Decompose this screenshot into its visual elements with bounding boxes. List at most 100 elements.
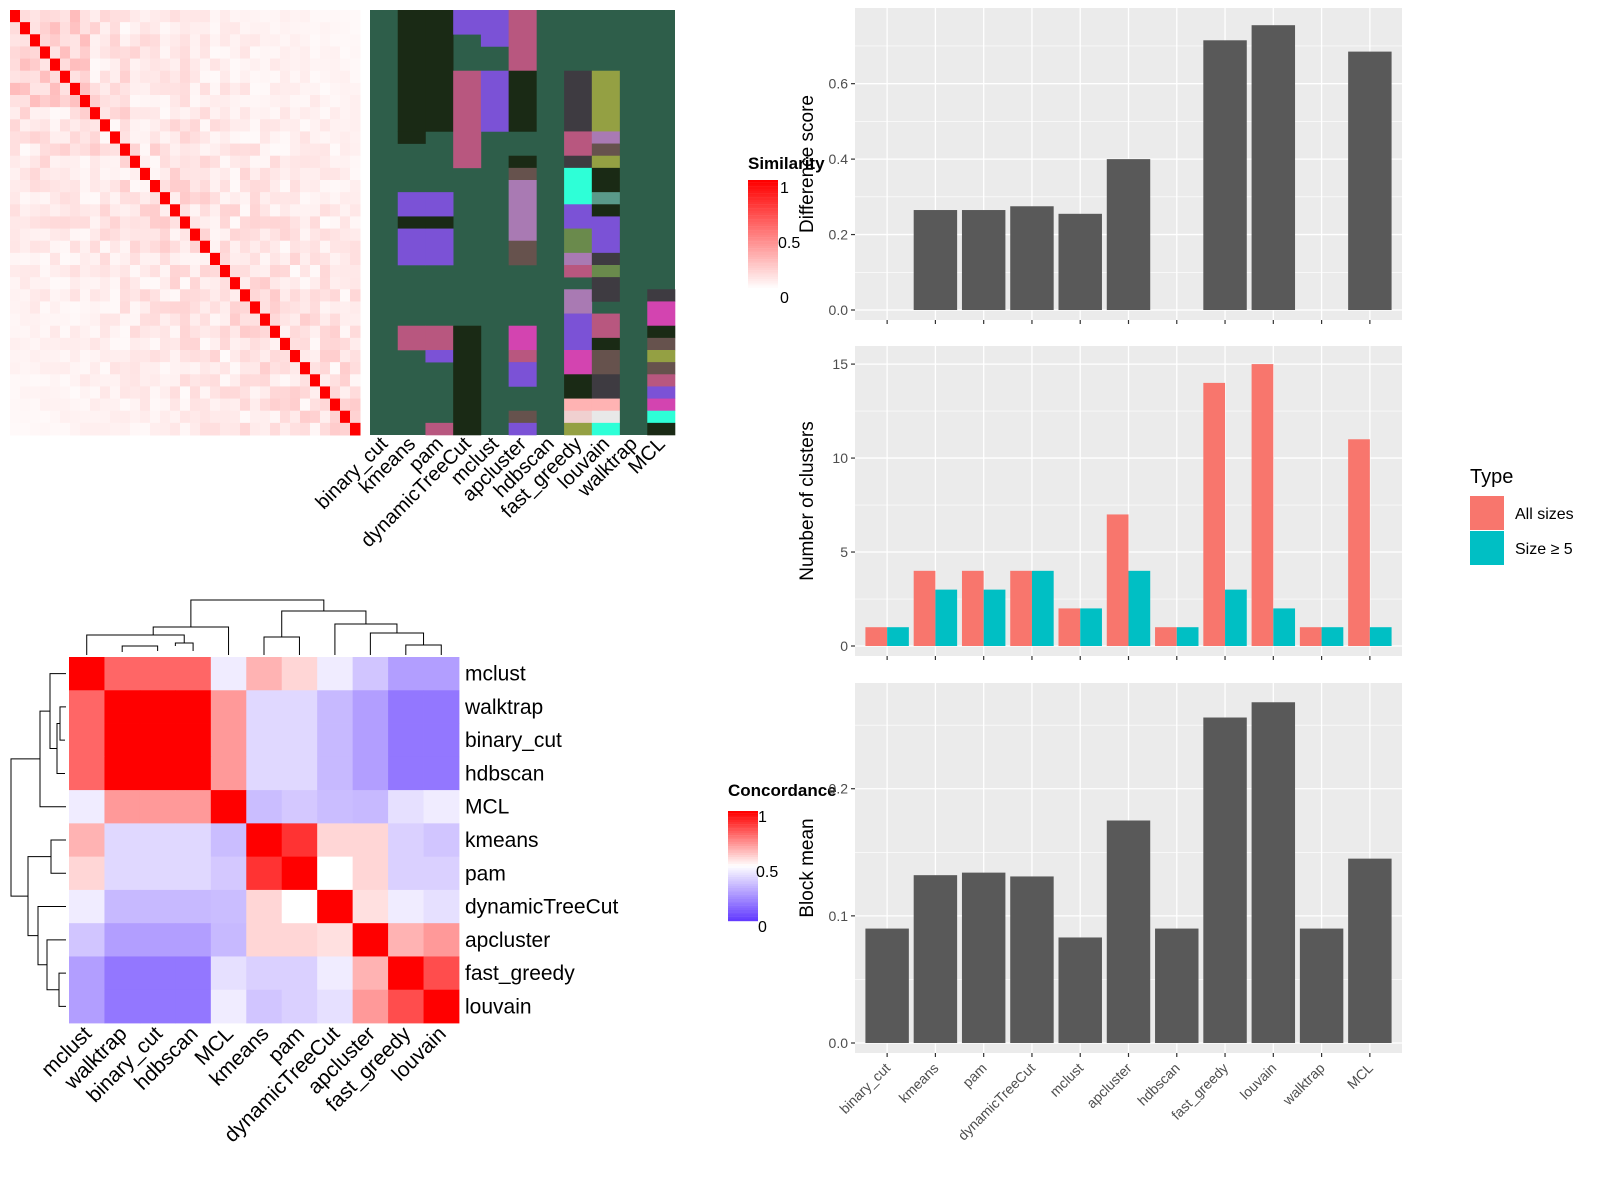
y-tick-label: 5 [840,544,848,560]
cluster-block [647,398,676,412]
similarity-cell [280,192,291,205]
similarity-cell [240,386,251,400]
similarity-cell [330,34,341,47]
similarity-legend-gradient [748,241,778,244]
similarity-cell [70,155,81,169]
concordance-cell [423,690,460,724]
similarity-cell [20,167,31,181]
similarity-cell [60,192,71,205]
similarity-cell [160,10,171,23]
similarity-cell [220,422,231,436]
similarity-cell [150,228,161,242]
similarity-cell [310,228,321,242]
similarity-cell [110,398,121,412]
x-tick-label: mclust [1046,1060,1086,1100]
similarity-cell [140,58,151,72]
similarity-cell [140,70,151,84]
similarity-cell [180,277,191,290]
concordance-legend-gradient [728,899,758,902]
similarity-cell [340,167,351,181]
bar [1203,717,1247,1043]
similarity-cell [200,70,211,84]
similarity-cell [300,46,311,60]
concordance-cell [69,856,105,891]
similarity-cell [280,289,291,302]
similarity-cell [310,46,321,60]
similarity-cell [10,265,21,278]
similarity-cell [350,289,361,302]
similarity-cell [40,58,51,72]
similarity-cell [180,82,191,96]
concordance-cell [246,723,283,758]
similarity-cell [320,95,331,108]
similarity-cell [190,325,201,339]
concordance-cell [352,723,389,758]
similarity-cell [10,180,21,193]
similarity-cell [170,277,181,290]
similarity-cell [340,410,351,424]
similarity-cell [70,143,81,157]
similarity-cell [290,204,301,217]
similarity-cell [280,374,291,387]
similarity-cell [230,252,241,266]
similarity-cell [230,386,241,400]
similarity-cell [130,362,141,375]
concordance-legend-gradient [728,848,758,851]
similarity-cell [130,325,141,339]
similarity-cell [220,180,231,193]
cluster-block [508,240,537,266]
concordance-cell [139,956,176,991]
similarity-cell [10,301,21,315]
similarity-cell [160,410,171,424]
similarity-cell [310,204,321,217]
similarity-cell [100,107,111,120]
similarity-cell [330,180,341,193]
similarity-cell [220,216,231,230]
similarity-cell [290,374,301,387]
similarity-cell [280,155,291,169]
similarity-cell [250,337,261,351]
similarity-cell [130,410,141,424]
similarity-cell [30,277,41,290]
similarity-legend-gradient [748,246,778,249]
similarity-cell [180,95,191,108]
similarity-cell [220,204,231,217]
similarity-cell [190,301,201,315]
similarity-cell [190,350,201,363]
similarity-cell [270,22,281,35]
bar [1155,928,1199,1043]
similarity-cell [90,107,101,120]
cluster-block [591,143,620,157]
similarity-cell [110,410,121,424]
similarity-cell [210,228,221,242]
similarity-cell [160,34,171,47]
concordance-cell [388,989,424,1024]
y-tick-label: 0.1 [829,908,849,924]
similarity-cell [30,10,41,23]
similarity-cell [170,82,181,96]
similarity-cell [150,143,161,157]
similarity-cell [180,410,191,424]
similarity-cell [220,301,231,315]
similarity-cell [180,313,191,327]
similarity-cell [30,252,41,266]
similarity-cell [60,155,71,169]
similarity-cell [120,107,131,120]
cluster-block [591,422,620,436]
similarity-cell [330,216,341,230]
similarity-cell [280,119,291,132]
similarity-legend-gradient [748,199,778,203]
bar [1031,570,1054,646]
similarity-cell [40,350,51,363]
similarity-cell [170,95,181,108]
similarity-cell [110,10,121,23]
similarity-legend-gradient [748,268,778,271]
similarity-cell [130,58,141,72]
similarity-cell [120,70,131,84]
similarity-cell [280,34,291,47]
similarity-cell [40,374,51,387]
similarity-cell [320,289,331,302]
concordance-cell [139,989,176,1024]
concordance-cell [139,690,176,724]
